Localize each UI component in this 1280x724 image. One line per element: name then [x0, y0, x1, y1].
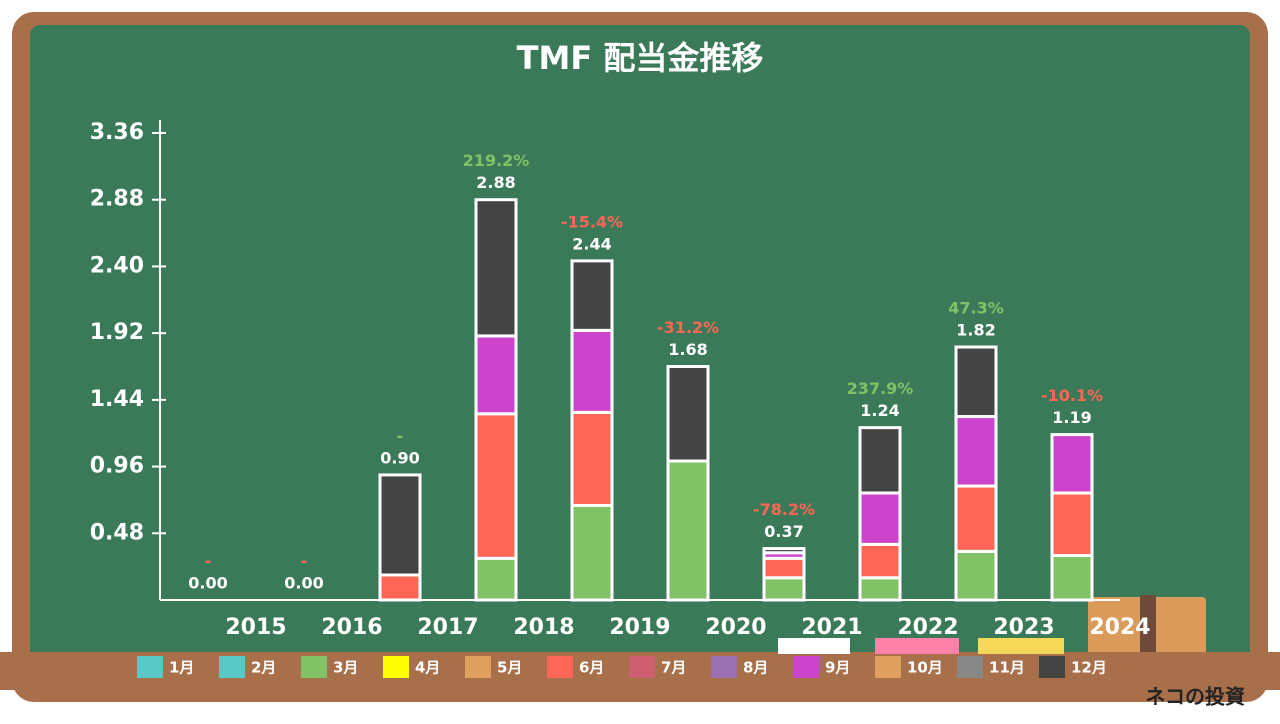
y-tick-label: 2.88: [90, 187, 144, 212]
bar-segment: [858, 576, 902, 602]
bar-segment: [954, 345, 998, 419]
bar-segment: [474, 556, 518, 602]
bar-segment: [474, 198, 518, 338]
growth-label: -15.4%: [561, 212, 623, 231]
total-label: 0.37: [764, 522, 803, 541]
growth-label: -: [301, 552, 308, 571]
legend-label: 6月: [579, 659, 604, 677]
bar-segment: [1050, 491, 1094, 558]
bar-segment: [570, 259, 614, 332]
chart-title: TMF 配当金推移: [517, 39, 764, 77]
legend-label: 2月: [251, 659, 276, 677]
growth-label: -78.2%: [753, 500, 815, 519]
legend-swatch: [383, 656, 409, 678]
legend-swatch: [711, 656, 737, 678]
y-tick-label: 3.36: [90, 120, 144, 145]
x-tick-label: 2024: [1089, 615, 1150, 640]
board: [30, 25, 1250, 665]
legend-swatch: [301, 656, 327, 678]
bar-segment: [570, 410, 614, 507]
legend-label: 8月: [743, 659, 768, 677]
bar-segment: [474, 334, 518, 416]
legend-label: 11月: [989, 659, 1025, 677]
legend-label: 5月: [497, 659, 522, 677]
x-tick-label: 2015: [225, 615, 286, 640]
bar-segment: [858, 491, 902, 546]
growth-label: -10.1%: [1041, 386, 1103, 405]
y-tick-label: 1.92: [90, 320, 144, 345]
bar-segment: [762, 556, 806, 580]
bar-segment: [954, 415, 998, 488]
legend-label: 4月: [415, 659, 440, 677]
chalk: [778, 638, 850, 654]
bar-segment: [858, 542, 902, 580]
legend-label: 3月: [333, 659, 358, 677]
total-label: 1.24: [860, 401, 899, 420]
chalk: [875, 638, 959, 654]
y-tick-label: 0.48: [90, 520, 144, 545]
eraser-band: [1140, 595, 1156, 657]
bar-segment: [378, 473, 422, 577]
bar-segment: [954, 549, 998, 602]
total-label: 2.44: [572, 234, 611, 253]
legend-swatch: [465, 656, 491, 678]
bar-segment: [1050, 554, 1094, 602]
legend-swatch: [793, 656, 819, 678]
x-tick-label: 2020: [705, 615, 766, 640]
bar-segment: [858, 426, 902, 495]
legend-swatch: [547, 656, 573, 678]
x-tick-label: 2023: [993, 615, 1054, 640]
growth-label: -31.2%: [657, 318, 719, 337]
legend-label: 7月: [661, 659, 686, 677]
x-tick-label: 2019: [609, 615, 670, 640]
bar-segment: [666, 459, 710, 602]
x-tick-label: 2021: [801, 615, 862, 640]
legend-swatch: [629, 656, 655, 678]
bar-segment: [762, 547, 806, 555]
legend-swatch: [875, 656, 901, 678]
total-label: 2.88: [476, 173, 515, 192]
legend-label: 12月: [1071, 659, 1107, 677]
legend-swatch: [137, 656, 163, 678]
x-tick-label: 2018: [513, 615, 574, 640]
y-tick-label: 2.40: [90, 253, 144, 278]
total-label: 0.00: [284, 574, 323, 593]
growth-label: 219.2%: [463, 151, 530, 170]
total-label: 1.19: [1052, 408, 1091, 427]
legend-label: 10月: [907, 659, 943, 677]
bar-segment: [474, 412, 518, 560]
legend-swatch: [957, 656, 983, 678]
y-tick-label: 0.96: [90, 454, 144, 479]
growth-label: -: [205, 552, 212, 571]
legend-swatch: [1039, 656, 1065, 678]
bar-segment: [762, 576, 806, 602]
bar-segment: [954, 484, 998, 553]
chalk: [978, 638, 1064, 654]
legend-label: 1月: [169, 659, 194, 677]
legend-swatch: [219, 656, 245, 678]
legend-label: 9月: [825, 659, 850, 677]
bar-segment: [570, 328, 614, 414]
bar-segment: [1050, 433, 1094, 495]
total-label: 1.82: [956, 321, 995, 340]
bar-segment: [378, 573, 422, 602]
growth-label: 237.9%: [847, 379, 914, 398]
watermark: ネコの投資: [1145, 685, 1245, 709]
bar-segment: [666, 365, 710, 463]
x-tick-label: 2016: [321, 615, 382, 640]
x-tick-label: 2022: [897, 615, 958, 640]
total-label: 0.00: [188, 574, 227, 593]
x-tick-label: 2017: [417, 615, 478, 640]
bar-segment: [570, 503, 614, 602]
total-label: 1.68: [668, 340, 707, 359]
growth-label: -: [397, 426, 404, 445]
growth-label: 47.3%: [948, 299, 1004, 318]
total-label: 0.90: [380, 448, 419, 467]
y-tick-label: 1.44: [90, 387, 144, 412]
